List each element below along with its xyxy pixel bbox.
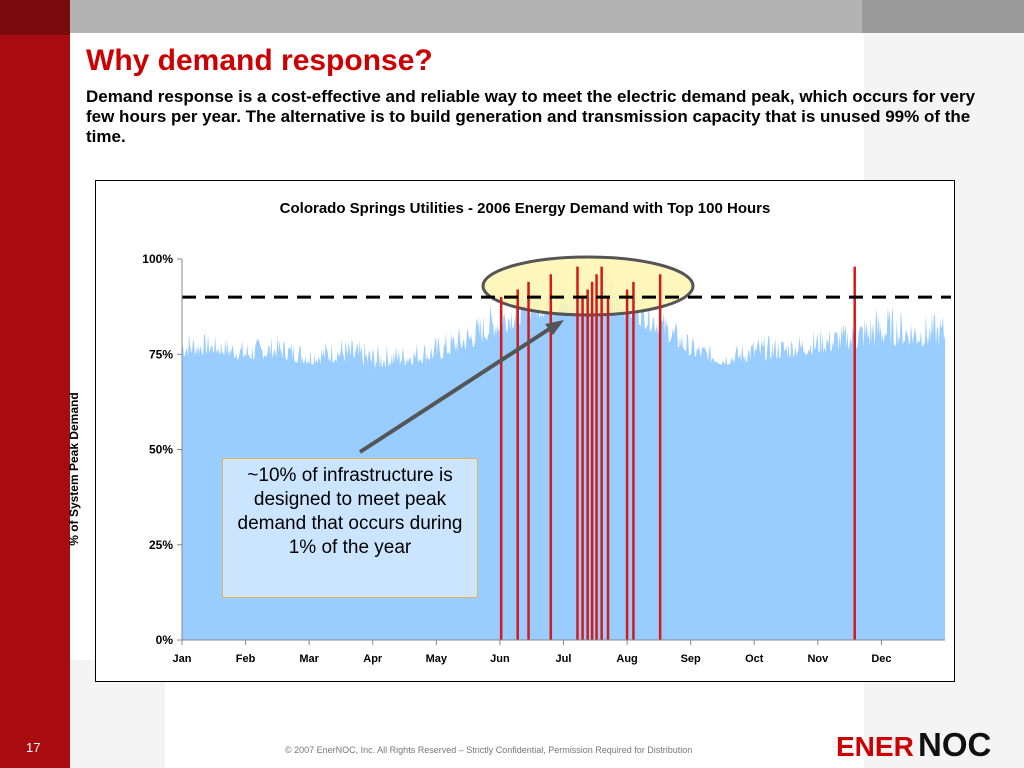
- y-tick-label: 25%: [149, 538, 173, 552]
- page-number: 17: [26, 740, 41, 755]
- x-tick-label: Jul: [556, 653, 572, 665]
- y-tick-label: 0%: [156, 633, 174, 647]
- x-tick-label: Dec: [871, 653, 891, 665]
- chart-title: Colorado Springs Utilities - 2006 Energy…: [279, 200, 771, 217]
- y-tick-label: 100%: [142, 252, 173, 266]
- x-tick-label: Aug: [616, 653, 637, 665]
- top-banner-dark: [862, 0, 1024, 33]
- chart-plot: 0% 25% 50% 75% 100% Jan Feb Mar Apr May Jun Jul Aug S…: [142, 252, 951, 665]
- callout-arrow-head: [545, 320, 564, 335]
- logo-text-ener: ENER: [836, 731, 914, 762]
- callout-box: ~10% of infrastructure is designed to me…: [222, 458, 478, 598]
- copyright-text: © 2007 EnerNOC, Inc. All Rights Reserved…: [285, 745, 693, 755]
- left-accent-stripe: [0, 0, 70, 35]
- logo-text-noc: NOC: [918, 726, 991, 762]
- x-tick-label: Nov: [807, 653, 829, 665]
- x-tick-label: Mar: [299, 653, 319, 665]
- page-subtitle: Demand response is a cost-effective and …: [86, 87, 976, 146]
- top-banner: [70, 0, 1024, 33]
- x-tick-label: May: [426, 653, 448, 665]
- x-tick-label: Feb: [236, 653, 256, 665]
- y-tick-label: 50%: [149, 443, 173, 457]
- x-tick-label: Sep: [681, 653, 701, 665]
- enernoc-logo: ENER NOC: [836, 726, 991, 762]
- page-title: Why demand response?: [86, 44, 433, 77]
- y-axis-label: % of System Peak Demand: [67, 392, 81, 546]
- x-tick-label: Apr: [363, 653, 383, 665]
- callout-arrow: [358, 322, 559, 454]
- chart-frame: Colorado Springs Utilities - 2006 Energy…: [67, 180, 955, 682]
- y-tick-label: 75%: [149, 347, 173, 361]
- x-tick-label: Jun: [490, 653, 510, 665]
- x-tick-label: Oct: [745, 653, 764, 665]
- x-tick-label: Jan: [173, 653, 192, 665]
- left-accent-bar: [0, 0, 70, 768]
